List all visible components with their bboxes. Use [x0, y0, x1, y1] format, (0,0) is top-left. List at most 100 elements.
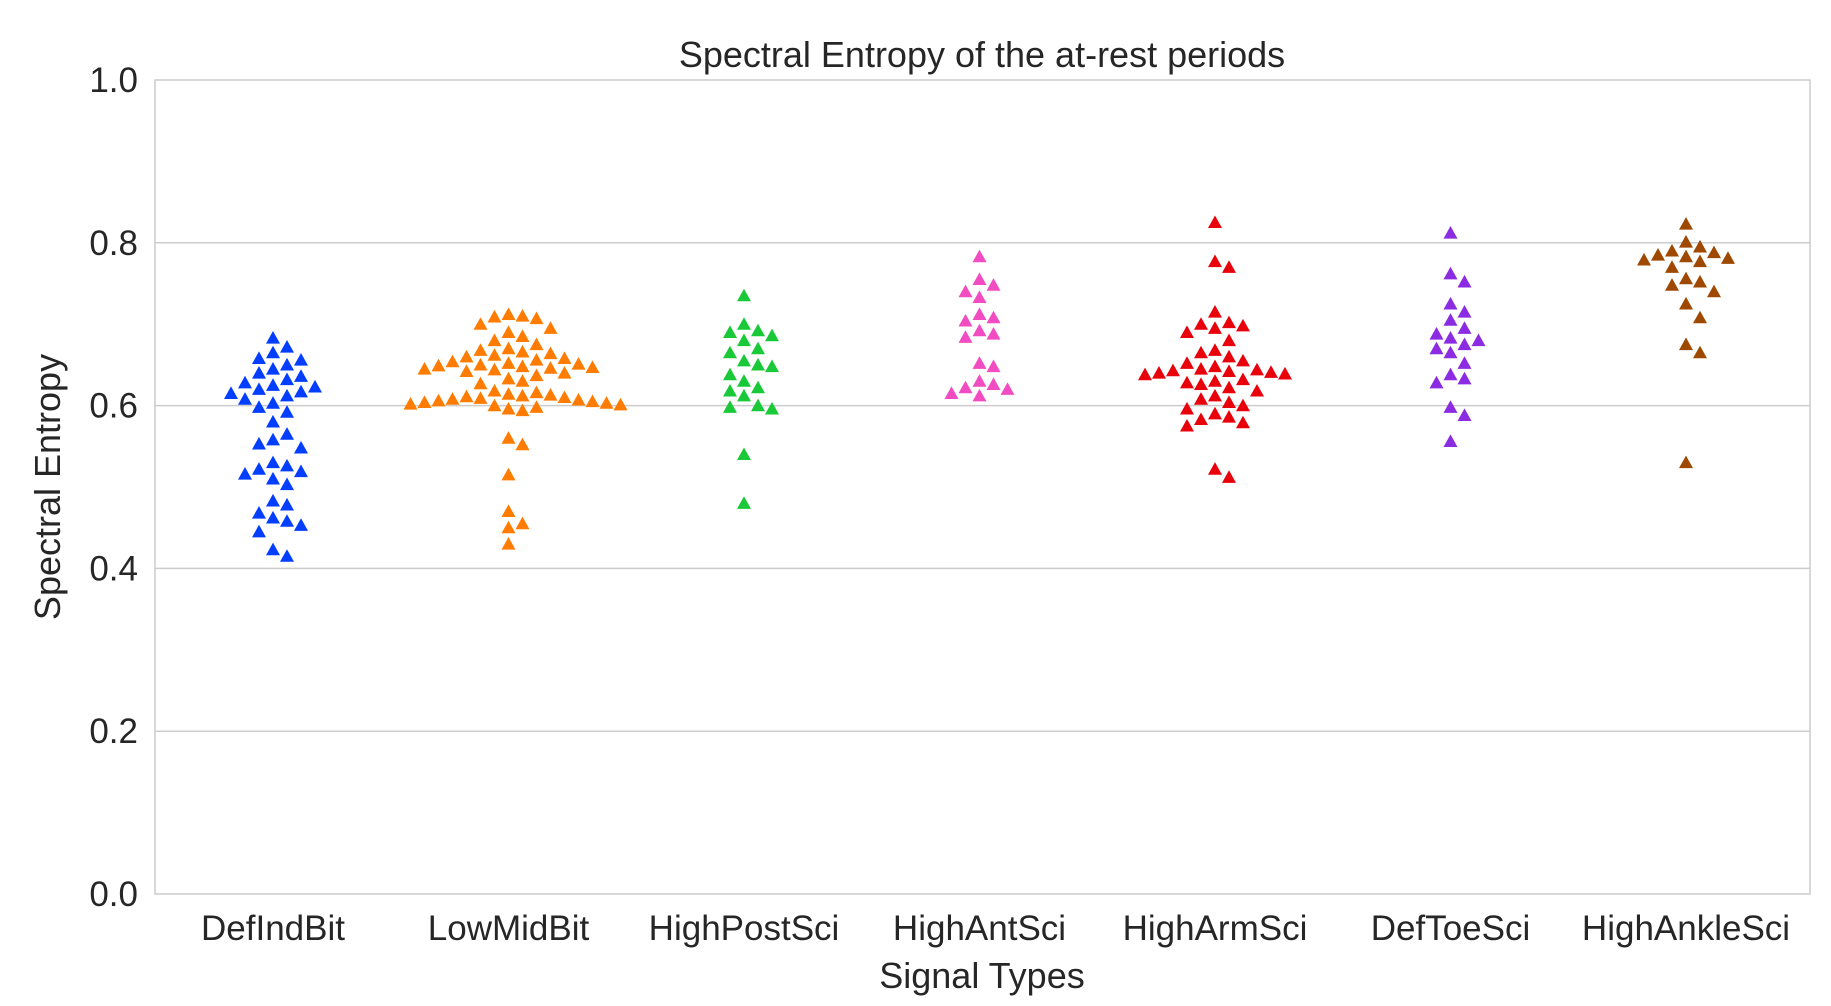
data-point-marker — [1665, 243, 1679, 257]
data-point-marker — [238, 392, 252, 405]
data-point-marker — [529, 337, 544, 351]
data-point-marker — [1457, 371, 1472, 385]
data-point-marker — [501, 325, 516, 338]
data-point-marker — [1707, 284, 1721, 298]
data-point-marker — [473, 343, 488, 356]
data-point-marker — [1236, 372, 1250, 386]
x-tick-label: HighAntSci — [893, 909, 1066, 948]
data-point-marker — [1180, 401, 1194, 415]
data-point-marker — [1651, 248, 1665, 261]
data-point-marker — [501, 401, 516, 415]
data-point-marker — [972, 272, 987, 286]
data-point-marker — [972, 290, 987, 303]
data-point-marker — [266, 455, 280, 469]
data-point-marker — [1208, 343, 1222, 356]
grid-lines — [155, 242, 1810, 732]
data-point-marker — [417, 395, 432, 408]
data-point-marker — [515, 374, 530, 387]
data-point-marker — [294, 369, 308, 382]
data-point-marker — [958, 380, 973, 394]
data-point-marker — [1457, 274, 1472, 288]
x-axis-ticks: DefIndBit LowMidBit HighPostSci HighAntSci H… — [201, 909, 1790, 948]
data-point-marker — [1707, 245, 1721, 259]
data-point-marker — [501, 467, 516, 481]
y-tick-label: 0.4 — [89, 549, 138, 588]
data-point-marker — [266, 345, 280, 359]
data-point-marker — [1208, 304, 1222, 318]
data-point-marker — [280, 388, 294, 402]
chart-title: Spectral Entropy of the at-rest periods — [679, 34, 1285, 75]
data-point-marker — [417, 361, 432, 375]
data-point-marker — [944, 386, 959, 399]
data-point-marker — [238, 375, 252, 389]
data-point-marker — [723, 383, 737, 397]
data-point-marker — [986, 377, 1001, 391]
data-point-marker — [487, 348, 502, 361]
data-point-marker — [501, 387, 516, 400]
data-point-marker — [280, 458, 294, 472]
data-point-marker — [252, 506, 266, 519]
data-point-marker — [266, 331, 280, 344]
data-point-marker — [986, 310, 1001, 324]
plot-frame — [154, 79, 1811, 895]
data-point-marker — [515, 359, 530, 373]
data-point-marker — [1236, 398, 1250, 412]
data-point-marker — [280, 477, 294, 491]
data-point-marker — [501, 356, 516, 369]
data-point-marker — [1208, 462, 1222, 475]
data-point-marker — [1443, 345, 1458, 359]
data-point-marker — [252, 436, 266, 450]
data-point-marker — [266, 378, 280, 391]
data-point-marker — [529, 368, 544, 382]
y-axis-ticks: 0.0 0.2 0.4 0.6 0.8 1.0 — [89, 61, 138, 914]
data-point-marker — [723, 400, 737, 413]
data-point-marker — [501, 536, 516, 550]
data-point-marker — [266, 414, 280, 428]
data-point-marker — [1693, 274, 1707, 288]
data-point-marker — [1250, 383, 1264, 397]
data-point-marker — [751, 341, 765, 355]
data-point-marker — [252, 382, 266, 395]
data-point-marker — [1264, 365, 1278, 378]
data-point-marker — [224, 386, 238, 399]
data-point-marker — [459, 349, 474, 363]
data-point-marker — [308, 379, 322, 393]
data-point-marker — [1222, 315, 1236, 329]
x-tick-label: DefToeSci — [1371, 909, 1531, 948]
data-point-marker — [765, 359, 779, 373]
data-point-marker — [252, 400, 266, 413]
data-point-marker — [473, 376, 488, 390]
data-point-marker — [1679, 296, 1693, 310]
data-point-marker — [737, 496, 751, 509]
x-axis-title: Signal Types — [879, 955, 1084, 996]
data-point-marker — [1180, 325, 1194, 338]
data-point-marker — [1194, 392, 1208, 405]
data-point-marker — [1721, 251, 1735, 264]
data-point-marker — [473, 357, 488, 371]
data-markers — [224, 215, 1735, 562]
data-point-marker — [543, 388, 558, 401]
data-point-marker — [266, 493, 280, 507]
data-point-marker — [501, 431, 516, 444]
data-point-marker — [1194, 345, 1208, 359]
data-point-marker — [280, 549, 294, 562]
data-point-marker — [1443, 331, 1458, 344]
data-point-marker — [515, 329, 530, 343]
data-point-marker — [280, 339, 294, 353]
data-point-marker — [403, 396, 418, 410]
data-point-marker — [1693, 310, 1707, 324]
data-point-marker — [1443, 434, 1458, 448]
data-point-marker — [1208, 406, 1222, 420]
data-point-marker — [557, 390, 572, 404]
data-point-marker — [1180, 356, 1194, 369]
y-tick-label: 0.6 — [89, 387, 138, 426]
data-point-marker — [972, 307, 987, 321]
data-point-marker — [473, 391, 488, 404]
data-point-marker — [751, 323, 765, 337]
data-point-marker — [972, 356, 987, 369]
data-point-marker — [280, 427, 294, 440]
data-point-marker — [1222, 260, 1236, 273]
data-point-marker — [1194, 361, 1208, 375]
data-point-marker — [737, 374, 751, 387]
data-point-marker — [1679, 271, 1693, 285]
